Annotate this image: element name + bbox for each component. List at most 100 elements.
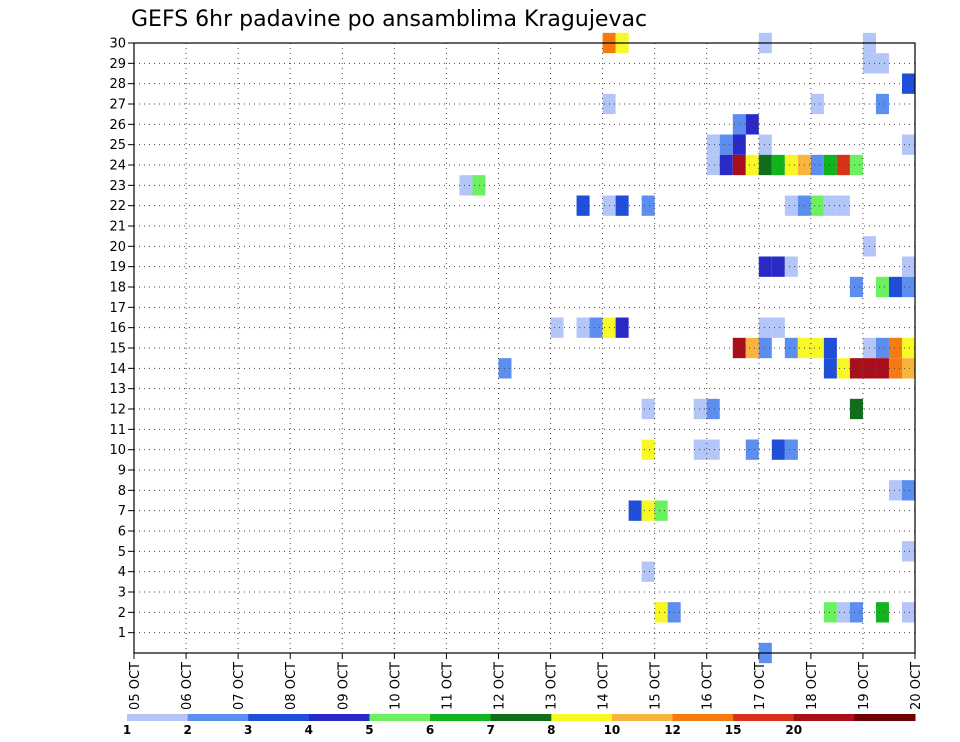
precip-cell-m24-p44 [706, 154, 720, 176]
x-tick-label-15: 20 OCT [909, 662, 924, 710]
x-tick-label-8: 13 OCT [545, 662, 560, 710]
precip-cell-m18-p55 [849, 276, 863, 298]
y-tick-label-12: 12 [109, 403, 126, 418]
legend-swatch-10 [733, 714, 795, 721]
precip-cell-m7-p39 [641, 500, 655, 521]
y-tick-label-25: 25 [109, 138, 126, 153]
precip-cell-m15-p53 [823, 337, 837, 359]
precip-cell-m14-p59 [901, 358, 915, 379]
precip-cell-m15-p58 [888, 337, 902, 359]
precip-cell-m2-p55 [849, 602, 863, 623]
precip-cell-m18-p57 [875, 276, 889, 298]
x-tick-label-0: 05 OCT [128, 662, 143, 710]
precip-cell-m24-p47 [745, 154, 759, 176]
y-tick-label-22: 22 [109, 199, 126, 214]
legend-swatch-11 [793, 714, 855, 721]
legend-swatch-9 [672, 714, 734, 721]
precip-cell-m19-p59 [901, 256, 915, 277]
precip-cell-m5-p59 [901, 541, 915, 562]
precip-cell-m23-p26 [472, 175, 486, 196]
precip-cell-m16-p37 [615, 317, 629, 338]
precip-cell-m19-p49 [771, 256, 785, 277]
precip-cell-m14-p55 [849, 358, 863, 379]
legend-swatch-12 [854, 714, 916, 721]
precip-cell-m2-p57 [875, 602, 889, 623]
y-tick-label-1: 1 [118, 626, 126, 641]
y-tick-label-6: 6 [118, 525, 126, 540]
x-tick-label-6: 11 OCT [440, 662, 455, 710]
legend-label-9: 12 [664, 723, 681, 737]
y-tick-label-4: 4 [118, 565, 126, 580]
precip-cell-m14-p58 [888, 358, 902, 379]
y-tick-label-3: 3 [118, 586, 126, 601]
y-tick-label-20: 20 [109, 240, 126, 255]
precip-cell-m19-p48 [758, 256, 772, 277]
precip-cell-m16-p35 [589, 317, 603, 338]
precip-cell-m18-p58 [888, 276, 902, 298]
precip-cell-m25-p59 [901, 134, 915, 155]
y-tick-label-10: 10 [109, 443, 126, 458]
precip-cell-m23-p25 [459, 175, 473, 196]
precip-cell-m24-p52 [810, 154, 824, 176]
legend-label-8: 10 [604, 723, 621, 737]
precip-cell-m15-p50 [784, 337, 798, 359]
precip-cell-m22-p54 [836, 195, 850, 216]
y-tick-label-7: 7 [118, 504, 126, 519]
legend-label-10: 15 [725, 723, 742, 737]
precip-cell-m27-p57 [875, 93, 889, 115]
legend-swatch-1 [187, 714, 249, 721]
y-tick-label-27: 27 [109, 98, 126, 113]
x-tick-label-13: 18 OCT [805, 662, 820, 710]
precip-cell-m24-p53 [823, 154, 837, 176]
x-tick-label-7: 12 OCT [492, 662, 507, 710]
legend-swatch-2 [248, 714, 310, 721]
y-axis: 1234567891011121314151617181920212223242… [109, 37, 134, 641]
precip-cell-m15-p48 [758, 337, 772, 359]
precip-cell-m22-p52 [810, 195, 824, 216]
precip-cell-m12-p43 [693, 398, 707, 420]
legend-swatch-3 [308, 714, 370, 721]
x-tick-label-1: 06 OCT [180, 662, 195, 710]
precipitation-cells [459, 32, 915, 664]
legend-label-1: 2 [183, 723, 191, 737]
legend-swatch-4 [369, 714, 431, 721]
y-tick-label-30: 30 [109, 37, 126, 52]
x-tick-label-12: 17 OCT [753, 662, 768, 710]
x-tick-label-3: 08 OCT [284, 662, 299, 710]
color-legend: 1 2 3 4 5 6 7 8 10 12 15 20 [123, 714, 916, 737]
precip-cell-m27-p52 [810, 93, 824, 115]
precip-cell-m16-p34 [576, 317, 590, 338]
precip-cell-m24-p45 [719, 154, 733, 176]
precip-cell-m7-p40 [654, 500, 668, 521]
y-tick-label-16: 16 [109, 321, 126, 336]
y-tick-label-23: 23 [109, 179, 126, 194]
y-tick-label-11: 11 [109, 423, 126, 438]
precip-cell-m19-p50 [784, 256, 798, 277]
legend-swatch-7 [551, 714, 613, 721]
y-tick-label-14: 14 [109, 362, 126, 377]
precip-cell-m22-p34 [576, 195, 590, 216]
x-tick-label-10: 15 OCT [649, 662, 664, 710]
precip-cell-m28-p59 [901, 73, 915, 94]
y-tick-label-21: 21 [109, 220, 126, 235]
precip-cell-m2-p40 [654, 602, 668, 623]
y-tick-label-24: 24 [109, 159, 126, 174]
precip-cell-m2-p59 [901, 602, 915, 623]
x-tick-label-9: 14 OCT [597, 662, 612, 710]
precip-cell-m12-p55 [849, 398, 863, 420]
y-tick-label-19: 19 [109, 260, 126, 275]
y-tick-label-28: 28 [109, 77, 126, 92]
precip-cell-m2-p53 [823, 602, 837, 623]
legend-label-0: 1 [123, 723, 131, 737]
precip-cell-m10-p39 [641, 439, 655, 460]
legend-label-7: 8 [547, 723, 555, 737]
precip-cell-m16-p32 [550, 317, 564, 338]
y-tick-label-8: 8 [118, 484, 126, 499]
legend-label-5: 6 [426, 723, 434, 737]
precip-cell-m7-p38 [628, 500, 642, 521]
x-tick-label-4: 09 OCT [336, 662, 351, 710]
precip-cell-m22-p53 [823, 195, 837, 216]
precip-cell-m15-p59 [901, 337, 915, 359]
precip-cell-m12-p39 [641, 398, 655, 420]
